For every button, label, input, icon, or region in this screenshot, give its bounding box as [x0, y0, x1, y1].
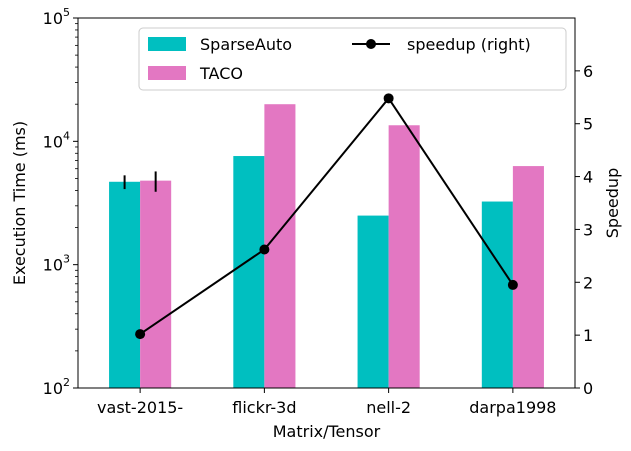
errorbar-layer	[123, 171, 157, 192]
y-tick-exponent-3: 5	[63, 6, 70, 19]
bar-taco-1	[264, 104, 296, 388]
speedup-point-1	[259, 244, 270, 255]
y-tick-label-3: 105	[43, 6, 70, 28]
y-tick-exponent-1: 3	[63, 253, 70, 266]
x-axis: vast-2015- flickr-3d nell-2 darpa1998	[97, 388, 556, 417]
bar-sparseauto-1	[233, 156, 265, 388]
right-y-axis: 0 1 2 3 4 5 6	[575, 62, 593, 398]
legend-swatch-sparseauto	[148, 37, 186, 51]
speedup-point-2	[383, 93, 394, 104]
legend-label-taco: TACO	[199, 64, 243, 83]
y-axis-title: Execution Time (ms)	[10, 121, 29, 285]
legend-label-speedup: speedup (right)	[407, 35, 531, 54]
speedup-point-3	[507, 279, 518, 290]
speedup-line-layer	[135, 93, 518, 340]
y-tick-label-2: 104	[43, 129, 70, 151]
y-tick-label-0: 102	[43, 376, 70, 398]
x-tick-label-3: darpa1998	[469, 398, 556, 417]
bar-sparseauto-0	[109, 181, 141, 388]
y-right-tick-label-3: 3	[583, 220, 593, 239]
y-tick-label-1: 103	[43, 253, 70, 275]
y-right-tick-label-5: 5	[583, 115, 593, 134]
y-tick-exponent-0: 2	[63, 376, 70, 389]
legend-box	[138, 27, 567, 91]
bar-taco-2	[388, 125, 420, 388]
x-tick-label-2: nell-2	[366, 398, 411, 417]
y-right-tick-label-4: 4	[583, 168, 593, 187]
x-tick-label-1: flickr-3d	[232, 398, 296, 417]
y-right-tick-label-1: 1	[583, 326, 593, 345]
plot-frame	[77, 17, 576, 389]
speedup-point-0	[135, 329, 146, 340]
legend-swatch-speedup-marker	[366, 39, 376, 49]
y-right-tick-label-2: 2	[583, 273, 593, 292]
x-axis-title: Matrix/Tensor	[273, 422, 381, 441]
bar-sparseauto-2	[357, 215, 389, 388]
bar-taco-0	[140, 180, 172, 388]
y-axis-title-right: Speedup	[603, 168, 622, 238]
legend-swatch-taco	[148, 66, 186, 80]
x-tick-label-0: vast-2015-	[97, 398, 183, 417]
legend-label-sparseauto: SparseAuto	[200, 35, 292, 54]
y-tick-exponent-2: 4	[63, 129, 70, 142]
bar-sparseauto-3	[481, 201, 513, 388]
speedup-line	[139, 96, 514, 335]
y-right-tick-label-6: 6	[583, 62, 593, 81]
bar-taco-3	[512, 166, 544, 388]
legend: SparseAuto TACO speedup (right)	[138, 27, 567, 91]
y-right-tick-label-0: 0	[583, 379, 593, 398]
left-y-axis: 102 103 104 105	[43, 6, 78, 398]
bars-layer	[109, 104, 544, 388]
